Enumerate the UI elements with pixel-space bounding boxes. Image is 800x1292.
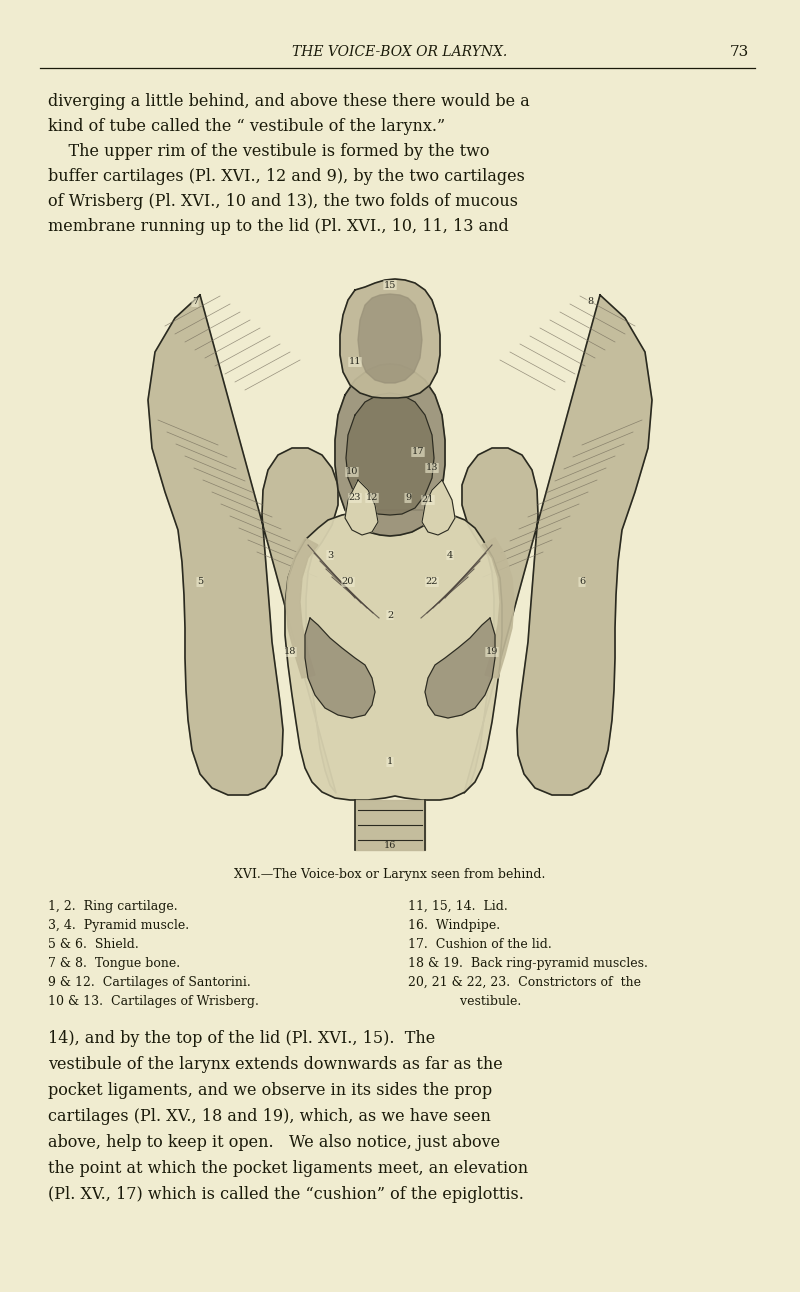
Text: 7: 7	[192, 297, 198, 306]
Polygon shape	[340, 279, 440, 398]
Text: 1, 2.  Ring cartilage.: 1, 2. Ring cartilage.	[48, 901, 178, 913]
Text: the point at which the pocket ligaments meet, an elevation: the point at which the pocket ligaments …	[48, 1160, 528, 1177]
Text: 8: 8	[587, 297, 593, 306]
Text: 6: 6	[579, 578, 585, 587]
Text: 7 & 8.  Tongue bone.: 7 & 8. Tongue bone.	[48, 957, 180, 970]
Text: 18: 18	[284, 647, 296, 656]
Text: 10: 10	[346, 468, 358, 477]
Text: 13: 13	[426, 464, 438, 473]
Text: 10 & 13.  Cartilages of Wrisberg.: 10 & 13. Cartilages of Wrisberg.	[48, 995, 259, 1008]
Polygon shape	[285, 510, 502, 800]
Text: 15: 15	[384, 280, 396, 289]
Text: above, help to keep it open.   We also notice, just above: above, help to keep it open. We also not…	[48, 1134, 500, 1151]
Text: 17.  Cushion of the lid.: 17. Cushion of the lid.	[408, 938, 552, 951]
Text: 3, 4.  Pyramid muscle.: 3, 4. Pyramid muscle.	[48, 919, 189, 932]
Text: diverging a little behind, and above these there would be a: diverging a little behind, and above the…	[48, 93, 530, 110]
Text: 19: 19	[486, 647, 498, 656]
Text: 73: 73	[730, 45, 750, 59]
Text: 9 & 12.  Cartilages of Santorini.: 9 & 12. Cartilages of Santorini.	[48, 975, 250, 988]
Text: 3: 3	[327, 550, 333, 559]
Text: vestibule of the larynx extends downwards as far as the: vestibule of the larynx extends downward…	[48, 1056, 502, 1072]
Text: 2: 2	[387, 611, 393, 619]
Text: 16: 16	[384, 841, 396, 850]
Polygon shape	[425, 618, 495, 718]
Text: 22: 22	[426, 578, 438, 587]
Polygon shape	[335, 364, 445, 536]
Polygon shape	[482, 537, 514, 678]
Polygon shape	[148, 295, 338, 795]
Polygon shape	[345, 481, 378, 535]
Text: 21: 21	[422, 496, 434, 504]
Text: 11: 11	[349, 358, 362, 367]
Text: vestibule.: vestibule.	[408, 995, 522, 1008]
Text: 9: 9	[405, 494, 411, 503]
Polygon shape	[286, 537, 318, 678]
Text: The upper rim of the vestibule is formed by the two: The upper rim of the vestibule is formed…	[48, 143, 490, 160]
Polygon shape	[305, 618, 375, 718]
Text: 12: 12	[366, 494, 378, 503]
Polygon shape	[462, 295, 652, 795]
Text: 1: 1	[387, 757, 393, 766]
Text: 18 & 19.  Back ring-pyramid muscles.: 18 & 19. Back ring-pyramid muscles.	[408, 957, 648, 970]
Text: cartilages (Pl. XV., 18 and 19), which, as we have seen: cartilages (Pl. XV., 18 and 19), which, …	[48, 1109, 491, 1125]
Text: 5: 5	[197, 578, 203, 587]
Text: pocket ligaments, and we observe in its sides the prop: pocket ligaments, and we observe in its …	[48, 1081, 492, 1099]
Polygon shape	[422, 481, 455, 535]
Text: 11, 15, 14.  Lid.: 11, 15, 14. Lid.	[408, 901, 508, 913]
Text: 14), and by the top of the lid (Pl. XVI., 15).  The: 14), and by the top of the lid (Pl. XVI.…	[48, 1030, 435, 1047]
Polygon shape	[358, 295, 422, 382]
Text: (Pl. XV., 17) which is called the “cushion” of the epiglottis.: (Pl. XV., 17) which is called the “cushi…	[48, 1186, 524, 1203]
Text: 20, 21 & 22, 23.  Constrictors of  the: 20, 21 & 22, 23. Constrictors of the	[408, 975, 641, 988]
Text: 5 & 6.  Shield.: 5 & 6. Shield.	[48, 938, 138, 951]
Text: THE VOICE-BOX OR LARYNX.: THE VOICE-BOX OR LARYNX.	[292, 45, 508, 59]
Text: 20: 20	[342, 578, 354, 587]
Polygon shape	[346, 393, 434, 516]
Text: XVI.—The Voice-box or Larynx seen from behind.: XVI.—The Voice-box or Larynx seen from b…	[234, 868, 546, 881]
Text: 23: 23	[349, 494, 362, 503]
Text: of Wrisberg (Pl. XVI., 10 and 13), the two folds of mucous: of Wrisberg (Pl. XVI., 10 and 13), the t…	[48, 193, 518, 211]
Text: membrane running up to the lid (Pl. XVI., 10, 11, 13 and: membrane running up to the lid (Pl. XVI.…	[48, 218, 509, 235]
Text: 4: 4	[447, 550, 453, 559]
Text: kind of tube called the “ vestibule of the larynx.”: kind of tube called the “ vestibule of t…	[48, 118, 445, 134]
Polygon shape	[355, 800, 425, 850]
Text: 17: 17	[412, 447, 424, 456]
Text: 16.  Windpipe.: 16. Windpipe.	[408, 919, 500, 932]
Text: buffer cartilages (Pl. XVI., 12 and 9), by the two cartilages: buffer cartilages (Pl. XVI., 12 and 9), …	[48, 168, 525, 185]
